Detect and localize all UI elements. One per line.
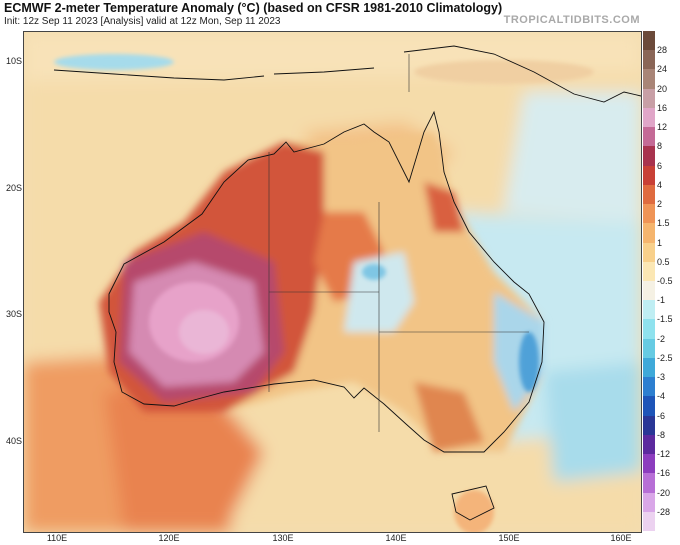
colorbar-swatch (643, 261, 655, 282)
colorbar-level-label: -8 (657, 429, 666, 440)
colorbar-level-label: -20 (657, 487, 671, 498)
state-borders (268, 54, 529, 432)
colorbar-swatch (643, 223, 655, 244)
colorbar-level-label: 12 (657, 122, 668, 133)
map-subtitle: Init: 12z Sep 11 2023 [Analysis] valid a… (4, 16, 281, 27)
colorbar-swatch (643, 434, 655, 455)
brand-watermark: TROPICALTIDBITS.COM (503, 14, 640, 26)
map-title: ECMWF 2-meter Temperature Anomaly (°C) (… (4, 1, 503, 15)
colorbar-swatch (643, 492, 655, 513)
colorbar-level-label: -28 (657, 506, 671, 517)
colorbar-level-label: 1.5 (657, 218, 670, 229)
colorbar-swatch (643, 69, 655, 90)
lat-label-30s: 30S (5, 309, 22, 319)
colorbar-level-label: 28 (657, 45, 668, 56)
colorbar-swatch (643, 146, 655, 167)
colorbar-swatch (643, 204, 655, 224)
colorbar-level-label: -4 (657, 391, 666, 402)
colorbar-swatch (643, 377, 655, 397)
colorbar-swatch (643, 454, 655, 474)
lon-label-140e: 140E (385, 533, 407, 543)
colorbar-level-label: -2.5 (657, 352, 673, 363)
lon-label-110e: 110E (46, 533, 68, 543)
colorbar-swatch (643, 396, 655, 417)
colorbar-level-label: -6 (657, 410, 666, 421)
colorbar-swatch (643, 31, 655, 51)
coastlines (53, 45, 641, 521)
colorbar-level-label: 4 (657, 179, 663, 190)
anomaly-map (23, 31, 642, 533)
colorbar-swatch (643, 165, 655, 186)
anomaly-map-svg (24, 32, 641, 532)
colorbar-swatch (643, 473, 655, 494)
colorbar-level-label: 8 (657, 141, 663, 152)
colorbar-swatch (643, 319, 655, 340)
colorbar-level-label: -12 (657, 449, 671, 460)
colorbar-level-label: -2 (657, 333, 666, 344)
colorbar-swatch (643, 184, 655, 205)
lat-label-10s: 10S (5, 56, 22, 66)
lon-label-130e: 130E (272, 533, 294, 543)
colorbar-swatch (643, 88, 655, 109)
colorbar-swatch (643, 415, 655, 436)
colorbar-level-label: 1 (657, 237, 663, 248)
anomaly-field-details (54, 54, 594, 532)
lon-label-120e: 120E (158, 533, 180, 543)
colorbar-swatch (643, 281, 655, 301)
colorbar-level-label: 24 (657, 64, 668, 75)
colorbar-level-label: -16 (657, 468, 671, 479)
colorbar-swatch (643, 338, 655, 359)
new-guinea-outline (403, 45, 641, 103)
lat-label-20s: 20S (5, 183, 22, 193)
colorbar-level-label: -1 (657, 295, 666, 306)
lon-label-150e: 150E (498, 533, 520, 543)
colorbar-swatch (643, 127, 655, 147)
colorbar: 28 24 20 16 12 8 6 4 2 1.5 1 0.5 -0.5 -1 -1.5 -2 -2.5 -3 -… (643, 31, 679, 532)
indonesia-outline (53, 69, 265, 81)
tasmania-outline (451, 485, 495, 521)
colorbar-level-label: -1.5 (657, 314, 673, 325)
colorbar-swatch (643, 300, 655, 320)
colorbar-swatch (643, 50, 655, 70)
colorbar-swatch (643, 357, 655, 378)
colorbar-level-label: -0.5 (657, 276, 673, 286)
timor-outline (273, 67, 375, 75)
lat-label-40s: 40S (5, 436, 22, 446)
colorbar-level-label: 16 (657, 102, 668, 113)
colorbar-level-label: 6 (657, 160, 663, 171)
lon-label-160e: 160E (610, 533, 632, 543)
colorbar-level-label: 20 (657, 83, 668, 94)
colorbar-swatch (643, 242, 655, 263)
colorbar-level-label: 0.5 (657, 256, 670, 267)
colorbar-level-label: -3 (657, 372, 666, 383)
colorbar-swatch (643, 511, 655, 532)
colorbar-level-label: 2 (657, 199, 663, 210)
colorbar-swatch (643, 107, 655, 128)
